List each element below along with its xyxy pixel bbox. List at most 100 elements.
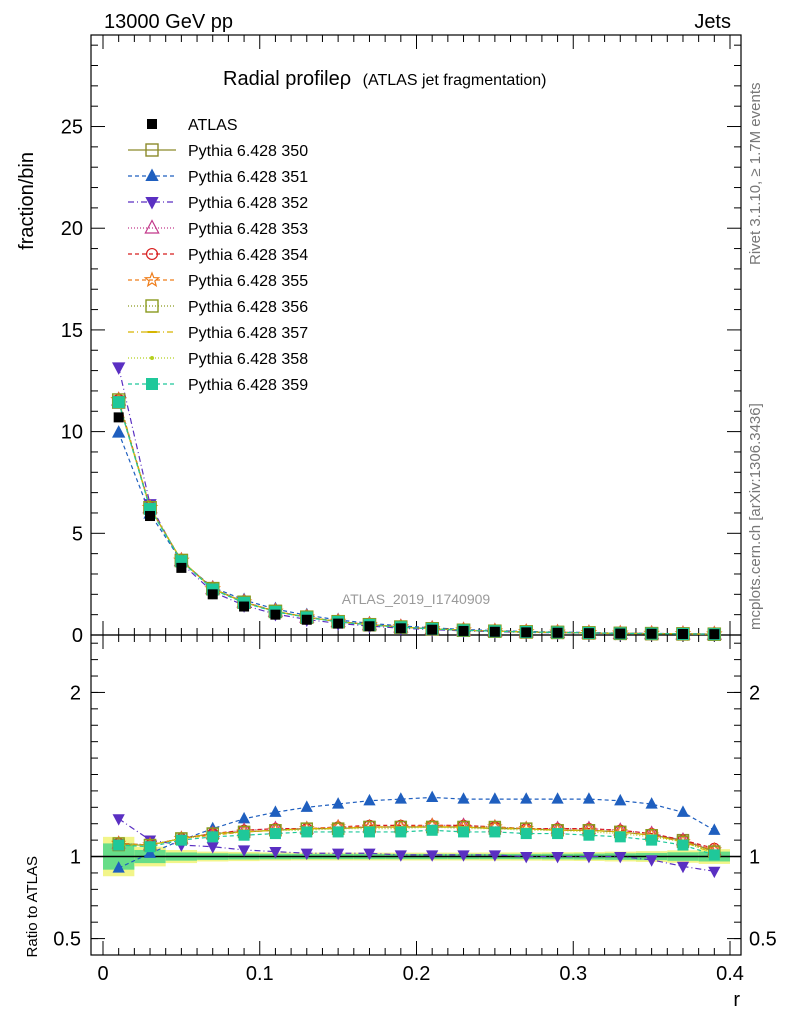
main-ylabel: fraction/bin bbox=[16, 152, 38, 250]
x-tick-label: 0.1 bbox=[246, 963, 274, 985]
ratio-y-tick-label-right: 2 bbox=[749, 682, 760, 704]
header-right-text: Jets bbox=[694, 11, 731, 33]
series-352-ratio-point bbox=[614, 851, 627, 864]
series-359-ratio-point bbox=[426, 824, 438, 836]
main-y-tick-label: 5 bbox=[72, 523, 83, 545]
chart-title-sub: (ATLAS jet fragmentation) bbox=[363, 72, 547, 89]
series-359-ratio-point bbox=[332, 826, 344, 838]
series-354-ratio bbox=[113, 819, 720, 854]
series-359-ratio-point bbox=[489, 826, 501, 838]
x-tick-label: 0.4 bbox=[716, 963, 744, 985]
chart-title-main: Radial profileρ bbox=[223, 68, 351, 90]
atlas-data-point bbox=[395, 623, 406, 634]
main-y-tick-label: 0 bbox=[72, 625, 83, 647]
series-352-ratio-point bbox=[488, 850, 501, 862]
series-351-ratio-point bbox=[614, 793, 627, 806]
ratio-uncertainty-bands bbox=[91, 836, 741, 877]
legend-label: Pythia 6.428 351 bbox=[188, 169, 308, 186]
legend-label-atlas: ATLAS bbox=[188, 117, 238, 134]
series-359-ratio-point bbox=[708, 849, 720, 861]
legend-marker bbox=[146, 378, 158, 390]
legend-entry-356: Pythia 6.428 356 bbox=[128, 299, 308, 316]
atlas-data-points bbox=[113, 412, 720, 640]
series-359-ratio-point bbox=[144, 841, 156, 853]
series-352-ratio-point bbox=[457, 850, 470, 862]
series-351-ratio-point bbox=[300, 800, 313, 812]
series-352-ratio-point bbox=[269, 847, 282, 859]
main-series-layer bbox=[110, 362, 723, 642]
series-359-ratio-point bbox=[552, 828, 564, 840]
legend-marker bbox=[150, 356, 154, 360]
series-351-main-point bbox=[112, 425, 126, 438]
legend-marker bbox=[145, 168, 159, 181]
series-351-ratio-point bbox=[520, 792, 533, 804]
legend-label: Pythia 6.428 358 bbox=[188, 351, 308, 368]
legend-entry-353: Pythia 6.428 353 bbox=[128, 219, 308, 238]
series-351-ratio bbox=[112, 790, 721, 873]
legend-entry-358: Pythia 6.428 358 bbox=[128, 351, 308, 368]
series-351-ratio-point bbox=[457, 792, 470, 804]
legend-entry-352: Pythia 6.428 352 bbox=[128, 195, 308, 212]
series-359-ratio-point bbox=[363, 826, 375, 838]
series-352-ratio-point bbox=[363, 848, 376, 861]
legend-label: Pythia 6.428 350 bbox=[188, 143, 308, 160]
main-axis-ticks: 0 5 10 15 20 25 bbox=[61, 35, 741, 647]
legend-marker bbox=[145, 247, 159, 261]
series-359-ratio-point bbox=[520, 828, 532, 840]
legend-label: Pythia 6.428 354 bbox=[188, 247, 308, 264]
atlas-data-point bbox=[458, 625, 469, 636]
series-352-ratio-point bbox=[551, 851, 564, 864]
main-y-tick-label: 10 bbox=[61, 422, 83, 444]
atlas-data-point bbox=[145, 511, 156, 522]
ratio-frame bbox=[90, 634, 742, 956]
series-359-ratio-point bbox=[458, 826, 470, 838]
atlas-data-point bbox=[646, 628, 657, 639]
series-351-ratio-point bbox=[332, 797, 345, 809]
legend-label: Pythia 6.428 357 bbox=[188, 325, 308, 342]
legend-label: Pythia 6.428 352 bbox=[188, 195, 308, 212]
series-352-ratio-point bbox=[520, 851, 533, 864]
series-351-ratio-line bbox=[118, 796, 715, 869]
atlas-data-point bbox=[301, 614, 312, 625]
header-left-text: 13000 GeV pp bbox=[104, 11, 233, 33]
legend-label: Pythia 6.428 359 bbox=[188, 377, 308, 394]
series-359-ratio-point bbox=[614, 831, 626, 843]
ratio-series-layer bbox=[110, 790, 723, 879]
series-359-ratio-point bbox=[583, 829, 595, 841]
series-352-main-point bbox=[112, 362, 126, 375]
series-352-ratio bbox=[112, 814, 721, 879]
legend-marker bbox=[145, 143, 159, 157]
series-352-ratio-point bbox=[332, 848, 345, 861]
series-359-ratio-point bbox=[207, 831, 219, 843]
series-359-ratio-point bbox=[238, 829, 250, 841]
legend-marker bbox=[145, 299, 159, 313]
series-351-ratio-point bbox=[676, 805, 690, 817]
atlas-data-point bbox=[521, 627, 532, 638]
atlas-data-point bbox=[239, 601, 250, 612]
legend-entry-359: Pythia 6.428 359 bbox=[128, 377, 308, 394]
series-351-ratio-point bbox=[645, 797, 658, 809]
legend-marker-atlas bbox=[147, 119, 157, 129]
series-352-ratio-point bbox=[206, 842, 219, 854]
xaxis-label: r bbox=[733, 989, 740, 1011]
legend-entry-355: Pythia 6.428 355 bbox=[128, 271, 308, 290]
atlas-data-point bbox=[364, 621, 375, 632]
legend-label: Pythia 6.428 353 bbox=[188, 221, 308, 238]
ratio-axis-ticks: 0.5 0.5 1 1 2 2 0 0.1 0.2 0.3 0.4 bbox=[53, 635, 777, 985]
side-text-bottom: mcplots.cern.ch [arXiv:1306.3436] bbox=[747, 403, 764, 630]
x-tick-label: 0 bbox=[97, 963, 108, 985]
ratio-y-tick-label-right: 1 bbox=[749, 847, 760, 869]
legend-entry-351: Pythia 6.428 351 bbox=[128, 168, 308, 186]
legend-marker bbox=[145, 197, 159, 210]
series-351-ratio-point bbox=[112, 861, 125, 873]
ratio-y-tick-label-right: 0.5 bbox=[749, 929, 777, 951]
legend-entry-357: Pythia 6.428 357 bbox=[128, 325, 308, 342]
series-351-ratio-point bbox=[237, 811, 251, 824]
series-352-ratio-point bbox=[237, 845, 251, 857]
series-351-ratio-point bbox=[488, 792, 501, 804]
series-351-ratio-point bbox=[363, 793, 376, 806]
series-351-ratio-point bbox=[426, 790, 439, 803]
chart-title: Radial profileρ (ATLAS jet fragmentation… bbox=[223, 68, 546, 90]
series-351-ratio-point bbox=[708, 823, 721, 835]
atlas-data-point bbox=[677, 628, 688, 639]
